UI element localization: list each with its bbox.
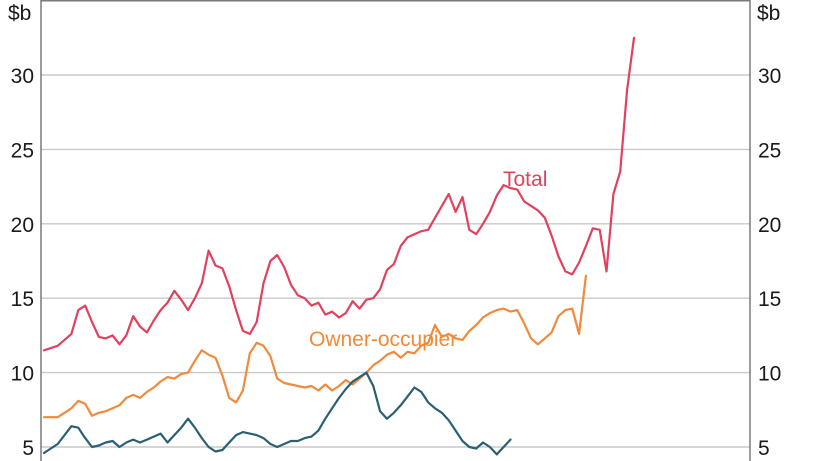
y-axis-tick-labels: 5 5 10 10 15 15 20 20 25 25 30 30	[11, 65, 782, 460]
left-axis-unit: $b	[8, 2, 31, 25]
y-tick-right-15: 15	[758, 288, 781, 311]
y-tick-left-15: 15	[11, 288, 34, 311]
y-tick-right-30: 30	[758, 65, 781, 88]
y-tick-left-20: 20	[11, 214, 34, 237]
y-tick-right-5: 5	[758, 437, 770, 460]
y-tick-left-30: 30	[11, 65, 34, 88]
series-line-owner-occupier	[42, 274, 587, 419]
y-tick-right-20: 20	[758, 214, 781, 237]
series-label-owner-occupier: Owner-occupier	[309, 328, 457, 351]
series-line-total	[42, 36, 636, 352]
right-axis-unit: $b	[757, 2, 780, 25]
y-tick-right-25: 25	[758, 139, 781, 162]
series-line-third	[42, 371, 512, 456]
gridlines	[41, 74, 750, 448]
series-label-total: Total	[503, 168, 547, 191]
y-tick-right-10: 10	[758, 363, 781, 386]
y-tick-left-5: 5	[22, 437, 34, 460]
y-tick-left-10: 10	[11, 363, 34, 386]
series-lines	[42, 36, 636, 456]
y-tick-left-25: 25	[11, 139, 34, 162]
